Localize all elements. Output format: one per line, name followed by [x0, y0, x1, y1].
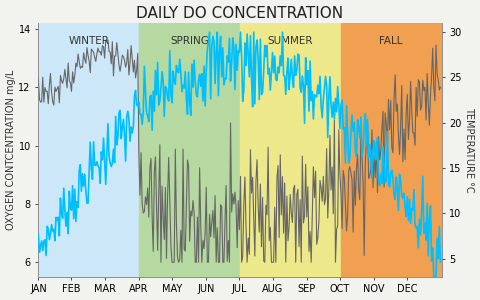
- Text: SPRING: SPRING: [170, 36, 209, 46]
- Text: FALL: FALL: [379, 36, 403, 46]
- Y-axis label: OXYGEN CONTCENTRATION mg/L: OXYGEN CONTCENTRATION mg/L: [6, 70, 15, 230]
- Text: WINTER: WINTER: [68, 36, 109, 46]
- Bar: [38, 23, 139, 277]
- Y-axis label: TEMPERATURE °C: TEMPERATURE °C: [465, 107, 474, 193]
- Bar: [139, 23, 240, 277]
- Bar: [341, 23, 442, 277]
- Text: SUMMER: SUMMER: [267, 36, 313, 46]
- Bar: [240, 23, 341, 277]
- Title: DAILY DO CONCENTRATION: DAILY DO CONCENTRATION: [136, 6, 344, 21]
